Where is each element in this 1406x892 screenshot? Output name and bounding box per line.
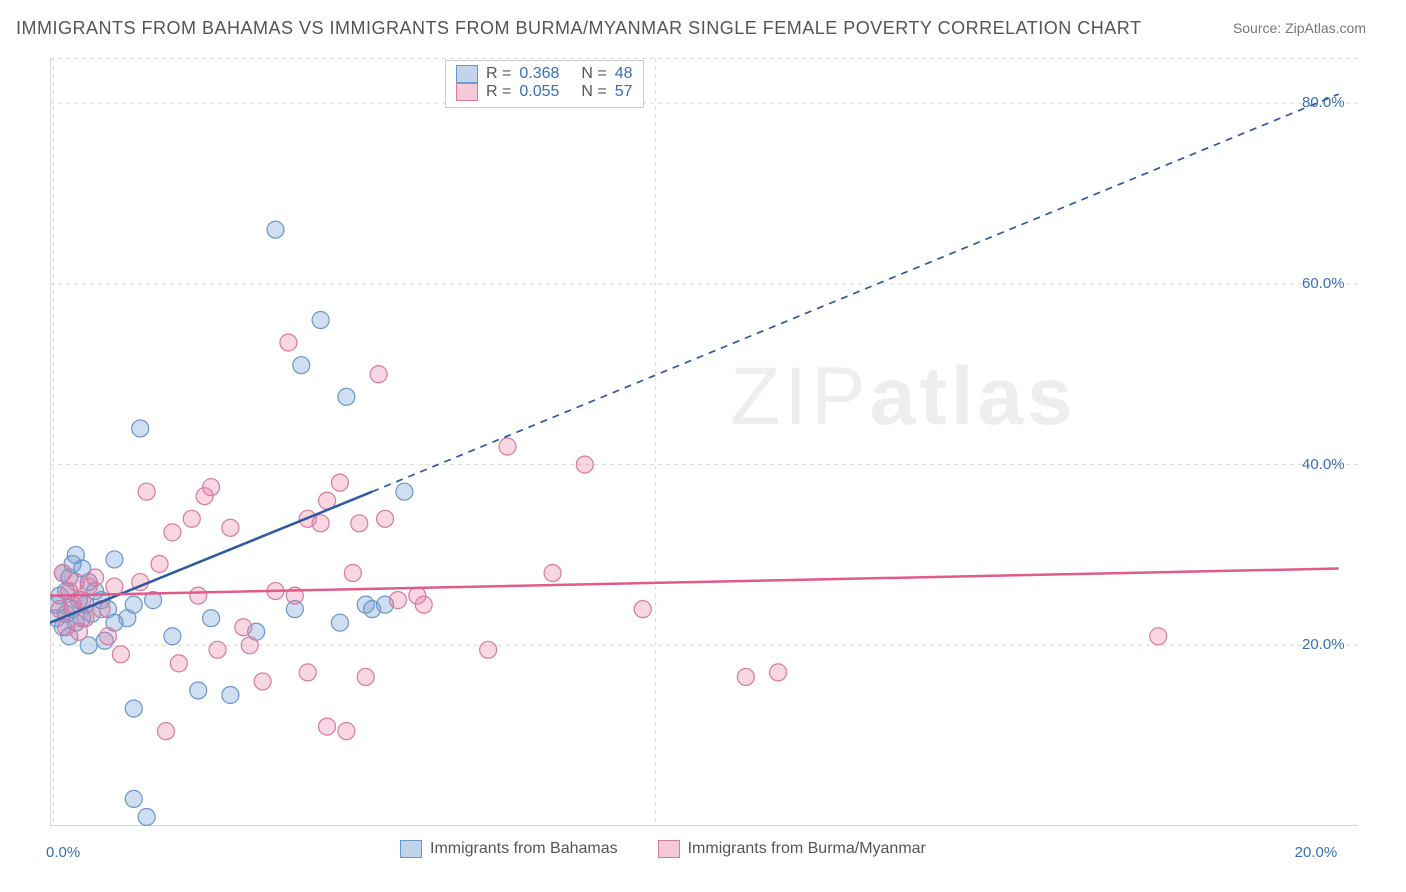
series-legend-label: Immigrants from Burma/Myanmar [688,840,926,858]
series-legend-item-burma: Immigrants from Burma/Myanmar [658,840,926,858]
y-tick-label: 80.0% [1302,94,1345,111]
scatter-plot: ZIPatlas [50,58,1358,826]
chart-title: IMMIGRANTS FROM BAHAMAS VS IMMIGRANTS FR… [16,18,1141,39]
source-attribution: Source: ZipAtlas.com [1233,20,1366,36]
x-tick-label: 0.0% [46,844,80,861]
legend-r-value: 0.055 [519,83,559,101]
y-tick-label: 60.0% [1302,275,1345,292]
y-tick-label: 20.0% [1302,636,1345,653]
y-tick-label: 40.0% [1302,456,1345,473]
legend-swatch [456,65,478,83]
legend-swatch [400,840,422,858]
legend-r-label: R = [486,65,511,83]
plot-svg [50,58,1358,826]
legend-n-label: N = [581,65,606,83]
legend-swatch [658,840,680,858]
legend-n-label: N = [581,83,606,101]
series-legend-item-bahamas: Immigrants from Bahamas [400,840,618,858]
legend-r-value: 0.368 [519,65,559,83]
legend-row-bahamas: R = 0.368 N = 48 [456,65,633,83]
legend-row-burma: R = 0.055 N = 57 [456,83,633,101]
legend-n-value: 48 [615,65,633,83]
legend-swatch [456,83,478,101]
correlation-legend: R = 0.368 N = 48 R = 0.055 N = 57 [445,60,644,108]
x-tick-label: 20.0% [1295,844,1338,861]
series-legend-label: Immigrants from Bahamas [430,840,618,858]
series-legend: Immigrants from Bahamas Immigrants from B… [400,840,926,858]
legend-r-label: R = [486,83,511,101]
legend-n-value: 57 [615,83,633,101]
